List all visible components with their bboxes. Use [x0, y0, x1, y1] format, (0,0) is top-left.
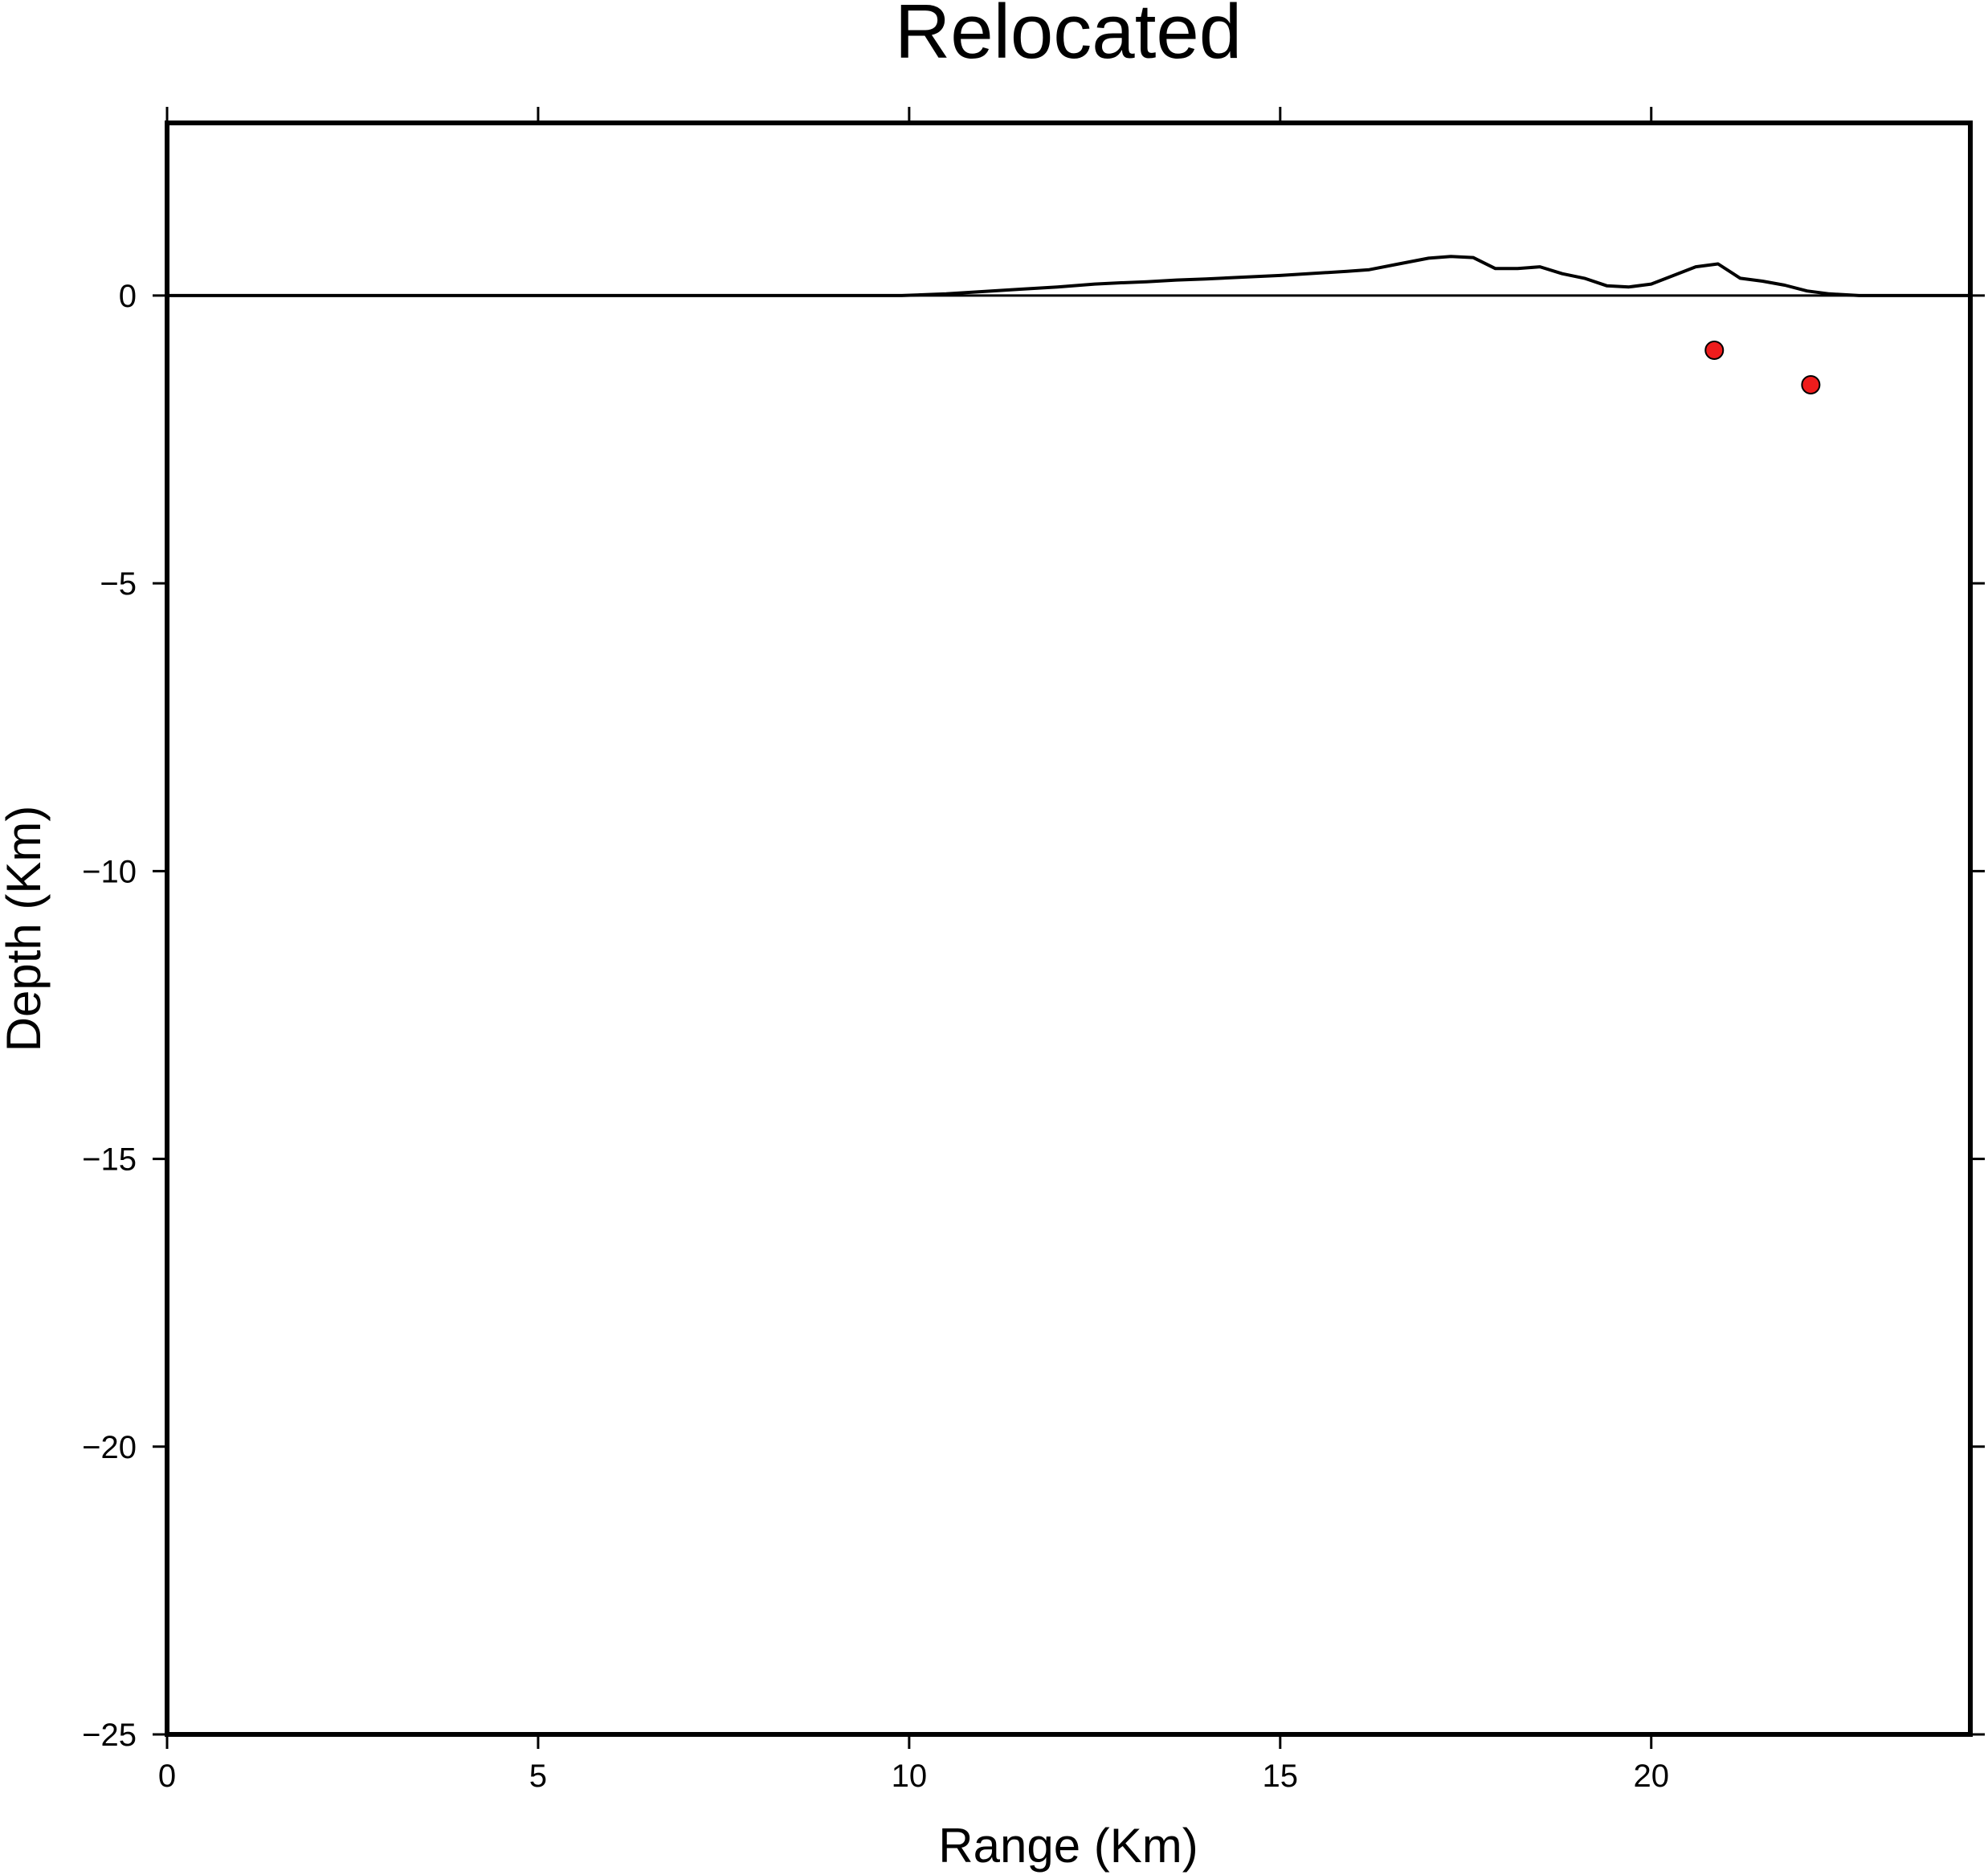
chart-title: Relocated: [895, 0, 1242, 75]
y-tick-label: −20: [82, 1430, 137, 1465]
x-tick-label: 0: [158, 1759, 176, 1794]
y-tick-label: −15: [82, 1142, 137, 1178]
x-tick-label: 15: [1263, 1759, 1299, 1794]
event-points: [1704, 340, 1821, 394]
tick-labels: 0 5 10 15 20 0 −5 −10 −15 −20 −25: [82, 279, 1669, 1794]
x-tick-label: 20: [1633, 1759, 1669, 1794]
topography-line: [167, 255, 1970, 297]
plot-frame: [165, 121, 1973, 1737]
x-tick-label: 5: [529, 1759, 547, 1794]
y-tick-label: −10: [82, 854, 137, 889]
x-axis-title: Range (Km): [938, 1819, 1198, 1873]
y-tick-label: −5: [100, 566, 137, 602]
x-tick-label: 10: [892, 1759, 928, 1794]
y-tick-label: 0: [119, 279, 137, 314]
event-point: [1801, 374, 1821, 394]
y-tick-label: −25: [82, 1718, 137, 1753]
event-point: [1704, 340, 1725, 360]
y-axis-title: Depth (Km): [0, 806, 51, 1052]
